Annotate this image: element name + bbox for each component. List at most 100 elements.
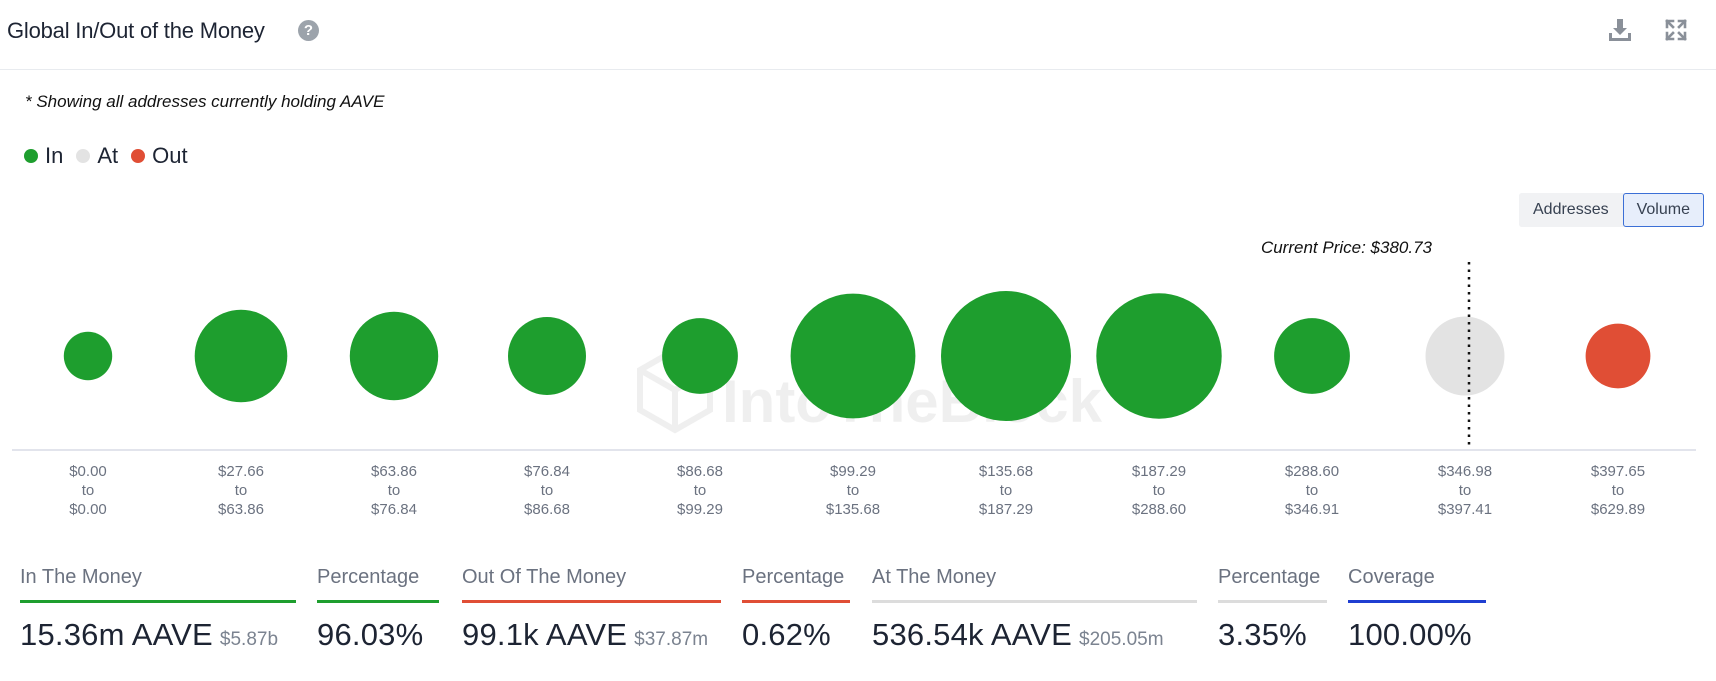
x-tick-label-7-to: $187.29 — [979, 501, 1033, 518]
legend-item-in[interactable]: In — [24, 143, 63, 169]
stat-value-in-percentage: 96.03% — [317, 617, 439, 653]
stat-label-at-percentage: Percentage — [1218, 566, 1321, 588]
stat-in-percentage: Percentage 96.03% — [317, 566, 439, 653]
x-tick-label-10-to-word: to — [1459, 482, 1472, 499]
metric-toggle: Addresses Volume — [1519, 193, 1704, 227]
stat-usd-value-in-the-money: $5.87b — [219, 629, 279, 650]
stat-main-value-out-percentage: 0.62% — [742, 617, 831, 652]
x-tick-label-3-to: $76.84 — [371, 501, 417, 518]
stat-underline-in-the-money — [20, 600, 296, 603]
money-stats: In The Money 15.36m AAVE $5.87b Percentage 9… — [0, 566, 1716, 681]
legend-label-out: Out — [152, 143, 188, 168]
x-tick-label-2-to-word: to — [235, 482, 248, 499]
x-tick-label-10-to: $397.41 — [1438, 501, 1492, 518]
x-tick-label-5-to: $99.29 — [677, 501, 723, 518]
legend-dot-in — [24, 149, 38, 163]
x-tick-label-8-to: $288.60 — [1132, 501, 1186, 518]
stat-underline-coverage — [1348, 600, 1486, 603]
x-tick-label-11-to: $629.89 — [1591, 501, 1645, 518]
stat-out-of-the-money: Out Of The Money 99.1k AAVE $37.87m — [462, 566, 721, 653]
stat-label-out-percentage: Percentage — [742, 566, 845, 588]
stat-value-coverage: 100.00% — [1348, 617, 1486, 653]
question-circle-icon[interactable]: ? — [298, 20, 319, 41]
stat-value-at-percentage: 3.35% — [1218, 617, 1327, 653]
x-tick-label-3-to-word: to — [388, 482, 401, 499]
legend-dot-out — [131, 149, 146, 163]
chart-legend: In At Out — [24, 143, 201, 169]
x-tick-label-7-to-word: to — [1000, 482, 1013, 499]
x-tick-label-6-from: $99.29 — [830, 463, 876, 480]
widget-title: Global In/Out of the Money — [7, 18, 265, 43]
bubble-chart: IntoTheBlock Current Price: $380.73 $0.0… — [12, 238, 1696, 518]
x-tick-label-9-from: $288.60 — [1285, 463, 1339, 480]
stat-main-value-coverage: 100.00% — [1348, 617, 1472, 652]
x-tick-label-11-from: $397.65 — [1591, 463, 1645, 480]
stat-main-value-at-percentage: 3.35% — [1218, 617, 1307, 652]
legend-item-at[interactable]: At — [76, 143, 118, 169]
stat-main-value-at-the-money: 536.54k AAVE — [872, 617, 1073, 652]
legend-dot-at — [76, 149, 91, 163]
x-tick-label-6-to: $135.68 — [826, 501, 880, 518]
stat-label-at-the-money: At The Money — [872, 566, 997, 588]
bubble-4-in[interactable] — [508, 317, 586, 395]
addresses-toggle-button[interactable]: Addresses — [1519, 193, 1623, 227]
stat-main-value-in-the-money: 15.36m AAVE — [20, 617, 213, 652]
bubble-7-in[interactable] — [941, 291, 1071, 421]
stat-main-value-in-percentage: 96.03% — [317, 617, 424, 652]
stat-label-in-the-money: In The Money — [20, 566, 142, 588]
x-tick-label-8-from: $187.29 — [1132, 463, 1186, 480]
bubble-6-in[interactable] — [790, 293, 916, 419]
bubble-5-in[interactable] — [662, 318, 738, 394]
x-axis-labels: $0.00 to $0.00 $27.66 to $63.86 $63.86 to $76.84… — [69, 463, 1645, 518]
bubbles-group — [63, 291, 1651, 421]
x-tick-label-1-to: $0.00 — [69, 501, 107, 518]
legend-label-in: In — [45, 143, 64, 168]
current-price-label: Current Price: $380.73 — [1261, 238, 1433, 257]
bubble-11-out[interactable] — [1585, 323, 1651, 389]
stat-value-out-percentage: 0.62% — [742, 617, 850, 653]
stat-coverage: Coverage 100.00% — [1348, 566, 1486, 653]
stat-label-in-percentage: Percentage — [317, 566, 420, 588]
stat-value-in-the-money: 15.36m AAVE $5.87b — [20, 617, 296, 653]
stat-at-the-money: At The Money 536.54k AAVE $205.05m — [872, 566, 1197, 653]
bubble-10-at[interactable] — [1425, 316, 1505, 396]
x-tick-label-7-from: $135.68 — [979, 463, 1033, 480]
legend-item-out[interactable]: Out — [131, 143, 188, 169]
x-tick-label-2-from: $27.66 — [218, 463, 264, 480]
x-tick-label-1-to-word: to — [82, 482, 95, 499]
x-tick-label-4-to: $86.68 — [524, 501, 570, 518]
download-icon[interactable] — [1607, 17, 1633, 43]
bubble-8-in[interactable] — [1096, 293, 1222, 419]
stat-label-out-of-the-money: Out Of The Money — [462, 566, 627, 588]
stat-usd-value-out-of-the-money: $37.87m — [634, 629, 709, 650]
bubble-9-in[interactable] — [1274, 318, 1350, 394]
x-tick-label-1-from: $0.00 — [69, 463, 107, 480]
stat-underline-in-percentage — [317, 600, 439, 603]
x-tick-label-6-to-word: to — [847, 482, 860, 499]
stat-underline-at-percentage — [1218, 600, 1327, 603]
x-tick-label-9-to: $346.91 — [1285, 501, 1339, 518]
stat-usd-value-at-the-money: $205.05m — [1079, 629, 1164, 650]
x-tick-label-5-to-word: to — [694, 482, 707, 499]
volume-toggle-button[interactable]: Volume — [1622, 193, 1704, 227]
stat-main-value-out-of-the-money: 99.1k AAVE — [462, 617, 628, 652]
stat-in-the-money: In The Money 15.36m AAVE $5.87b — [20, 566, 296, 653]
bubble-2-in[interactable] — [194, 309, 288, 403]
widget-header: Global In/Out of the Money ? — [0, 0, 1716, 70]
expand-icon[interactable] — [1664, 18, 1688, 42]
x-tick-label-4-to-word: to — [541, 482, 554, 499]
stat-underline-out-of-the-money — [462, 600, 721, 603]
x-tick-label-11-to-word: to — [1612, 482, 1625, 499]
x-tick-label-5-from: $86.68 — [677, 463, 723, 480]
stat-at-percentage: Percentage 3.35% — [1218, 566, 1327, 653]
x-tick-label-2-to: $63.86 — [218, 501, 264, 518]
x-tick-label-10-from: $346.98 — [1438, 463, 1492, 480]
stat-label-coverage: Coverage — [1348, 566, 1435, 588]
x-tick-label-3-from: $63.86 — [371, 463, 417, 480]
x-tick-label-4-from: $76.84 — [524, 463, 570, 480]
legend-label-at: At — [97, 143, 119, 168]
bubble-3-in[interactable] — [349, 311, 439, 401]
x-tick-label-9-to-word: to — [1306, 482, 1319, 499]
bubble-1-in[interactable] — [63, 331, 113, 381]
stat-out-percentage: Percentage 0.62% — [742, 566, 850, 653]
